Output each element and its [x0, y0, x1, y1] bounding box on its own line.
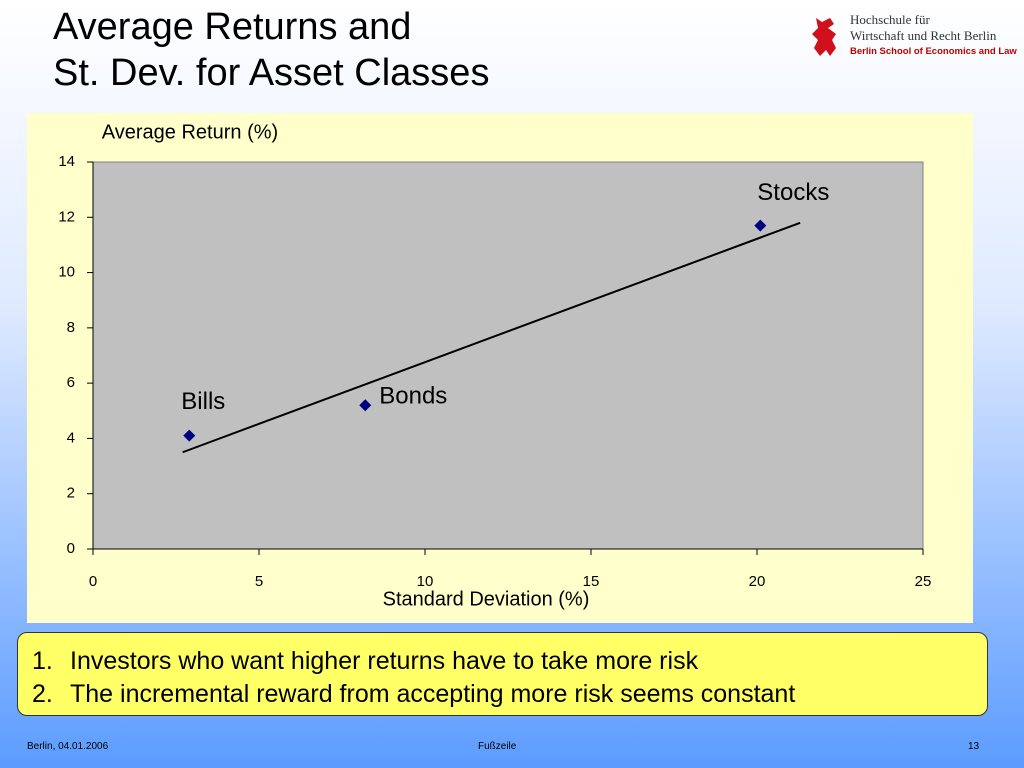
- chart: Average Return (%) Standard Deviation (%…: [27, 113, 973, 623]
- point: [359, 399, 372, 412]
- y-tick-label: 2: [67, 485, 75, 502]
- item-number: 2.: [32, 680, 53, 708]
- y-tick-label: 12: [58, 208, 75, 225]
- x-tick-label: 0: [89, 573, 97, 590]
- point-label: Bills: [181, 388, 225, 415]
- logo-line: Wirtschaft und Recht Berlin: [850, 28, 997, 43]
- x-tick-label: 20: [749, 573, 766, 590]
- x-tick-label: 10: [417, 573, 434, 590]
- point-label: Bonds: [379, 383, 447, 410]
- y-tick-label: 4: [67, 429, 75, 446]
- logo-line: Hochschule für: [850, 12, 930, 27]
- y-axis-title: Average Return (%): [102, 121, 278, 143]
- item-number: 1.: [32, 647, 53, 675]
- y-tick-label: 14: [58, 153, 75, 170]
- logo-text: Hochschule für Wirtschaft und Recht Berl…: [850, 12, 1017, 60]
- item-text: The incremental reward from accepting mo…: [70, 680, 796, 708]
- x-tick-label: 15: [583, 573, 600, 590]
- y-tick-label: 0: [67, 540, 75, 557]
- logo-bear: [812, 18, 836, 56]
- plot-area: [92, 161, 924, 550]
- x-axis-title: Standard Deviation (%): [383, 588, 590, 610]
- point: [754, 219, 767, 232]
- logo: Hochschule für Wirtschaft und Recht Berl…: [808, 12, 1018, 64]
- footer-right: 13: [968, 741, 980, 752]
- bullet-box: 1. Investors who want higher returns have…: [17, 632, 988, 716]
- point-label: Stocks: [757, 179, 829, 206]
- item-text: Investors who want higher returns have t…: [70, 647, 699, 675]
- point: [183, 429, 196, 442]
- x-tick-label: 5: [255, 573, 263, 590]
- slide-title: Average Returns and St. Dev. for Asset C…: [53, 4, 489, 96]
- logo-line: Berlin School of Economics and Law: [850, 46, 1017, 57]
- trend-line: [182, 221, 801, 454]
- bullet-item: 2. The incremental reward from accepting …: [32, 678, 987, 711]
- y-tick-label: 6: [67, 374, 75, 391]
- title-line: St. Dev. for Asset Classes: [53, 52, 490, 94]
- y-tick-label: 10: [58, 264, 75, 281]
- footer-center: Fußzeile: [478, 741, 517, 752]
- title-line: Average Returns and: [53, 6, 412, 48]
- x-tick-label: 25: [915, 573, 932, 590]
- bullet-item: 1. Investors who want higher returns have…: [32, 645, 987, 678]
- y-tick-label: 8: [67, 319, 75, 336]
- footer-left: Berlin, 04.01.2006: [27, 741, 109, 752]
